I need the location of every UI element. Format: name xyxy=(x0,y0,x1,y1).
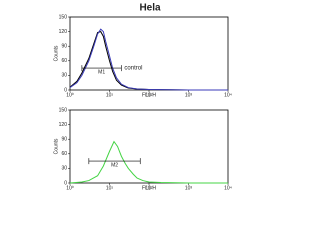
histogram-line xyxy=(69,140,228,184)
gate-label: M2 xyxy=(111,162,118,168)
y-axis-label: Counts xyxy=(53,138,59,154)
x-tick-label: 10³ xyxy=(185,92,193,98)
y-tick-label: 120 xyxy=(59,29,68,35)
y-tick-label: 150 xyxy=(59,14,68,20)
x-tick-label: 10⁴ xyxy=(224,92,232,98)
y-axis-label: Counts xyxy=(53,45,59,61)
y-tick-label: 60 xyxy=(61,58,67,64)
page: Hela 0 30 60 90 120 150 10⁰ 10¹ 10² 10³ 10⁴ FL1-H Co… xyxy=(53,2,232,192)
y-tick-label: 0 xyxy=(64,180,67,186)
x-tick-label: 10³ xyxy=(185,185,193,191)
y-tick-label: 60 xyxy=(61,151,67,157)
x-tick-label: 10¹ xyxy=(106,185,114,191)
y-tick-label: 30 xyxy=(61,166,67,172)
x-tick-label: 10⁴ xyxy=(224,185,232,191)
y-tick-label: 90 xyxy=(61,44,67,50)
plot-frame xyxy=(69,16,229,91)
y-tick-label: 120 xyxy=(59,122,68,128)
y-tick-label: 150 xyxy=(59,107,68,113)
x-axis-label: FL1-H xyxy=(142,92,156,98)
gate-label: M1 xyxy=(98,69,105,75)
chart-title: Hela xyxy=(139,3,161,14)
x-axis-label: FL1-H xyxy=(142,185,156,191)
x-tick-label: 10² xyxy=(145,92,153,98)
x-tick-label: 10⁰ xyxy=(66,185,74,191)
x-tick-label: 10¹ xyxy=(106,92,114,98)
y-tick-label: 30 xyxy=(61,73,67,79)
chart: Hela 0 30 60 90 120 150 10⁰ 10¹ 10² 10³ 10⁴ FL1-H Co… xyxy=(53,3,232,192)
y-tick-label: 0 xyxy=(64,87,67,93)
histogram-line xyxy=(69,28,228,91)
y-tick-label: 90 xyxy=(61,137,67,143)
histogram-line xyxy=(69,31,228,91)
x-tick-label: 10⁰ xyxy=(66,92,74,98)
x-tick-label: 10² xyxy=(145,185,153,191)
plot-frame xyxy=(69,109,229,184)
annotation: control xyxy=(124,66,142,72)
